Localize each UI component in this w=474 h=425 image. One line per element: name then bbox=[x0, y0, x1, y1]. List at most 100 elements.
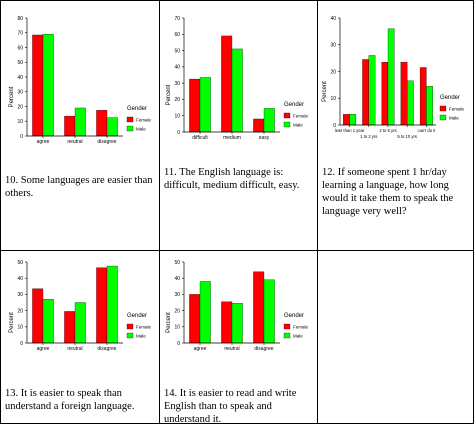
x-tick-label: less than 1 year bbox=[335, 128, 365, 133]
table-border-middle bbox=[0, 250, 474, 251]
y-tick-label: 20 bbox=[17, 308, 23, 314]
bar-male-5-to-10-yrs bbox=[407, 80, 414, 126]
legend-label-female: Female bbox=[136, 325, 152, 330]
y-tick-label: 30 bbox=[17, 292, 23, 298]
y-axis-label: Percent bbox=[166, 84, 172, 105]
y-tick-label: 50 bbox=[174, 260, 180, 266]
legend-label-female: Female bbox=[293, 114, 309, 119]
bar-female-disagree bbox=[96, 267, 108, 344]
legend-label-female: Female bbox=[449, 107, 465, 112]
table-border-col2 bbox=[317, 0, 318, 424]
bar-female-agree bbox=[32, 34, 44, 137]
bar-male-medium bbox=[231, 48, 243, 133]
chart-cell-q10: 0 10 20 30 40 50 60 70 80 Percent agree neutral disa… bbox=[1, 1, 159, 250]
legend-title: Gender bbox=[284, 313, 304, 319]
y-tick-label: 70 bbox=[174, 16, 180, 22]
y-axis-label: Percent bbox=[9, 312, 15, 333]
legend-label-male: Male bbox=[136, 127, 146, 132]
legend-title: Gender bbox=[440, 95, 460, 101]
legend-label-male: Male bbox=[293, 123, 303, 128]
x-tick-label: disagree bbox=[254, 346, 273, 352]
x-tick-label: 1 to 2 yrs bbox=[360, 134, 377, 139]
bar-male-disagree bbox=[263, 279, 275, 344]
y-tick-label: 20 bbox=[174, 308, 180, 314]
legend-swatch-female bbox=[126, 323, 134, 330]
x-tick-label: 5 to 10 yrs bbox=[397, 134, 417, 139]
x-tick-label: easy bbox=[259, 135, 270, 141]
x-tick-label: disagree bbox=[97, 139, 116, 145]
chart-caption-q12: 12. If someone spent 1 hr/day learning a… bbox=[322, 167, 454, 217]
bar-female-can-t-do-it bbox=[419, 67, 427, 126]
y-tick-label: 20 bbox=[174, 97, 180, 103]
x-tick-label: can't do it bbox=[418, 128, 437, 133]
y-tick-label: 50 bbox=[174, 48, 180, 54]
legend-title: Gender bbox=[127, 106, 147, 112]
y-tick-label: 60 bbox=[174, 32, 180, 38]
bar-female-neutral bbox=[221, 301, 233, 344]
legend-label-female: Female bbox=[136, 118, 152, 123]
y-tick-label: 40 bbox=[17, 276, 23, 282]
bar-male-can-t-do-it bbox=[426, 86, 433, 126]
y-tick-label: 70 bbox=[17, 31, 23, 37]
x-tick-label: neutral bbox=[67, 346, 82, 352]
bar-female-5-to-10-yrs bbox=[400, 61, 408, 126]
y-tick-label: 50 bbox=[17, 60, 23, 66]
y-tick-label: 20 bbox=[17, 104, 23, 110]
y-tick-label: 40 bbox=[330, 16, 336, 22]
legend-swatch-male bbox=[439, 114, 447, 121]
table-border-top bbox=[0, 0, 474, 1]
chart-cell-q14: 0 10 20 30 40 50 Percent agree neutral disagree Ge… bbox=[160, 251, 317, 423]
legend-swatch-female bbox=[126, 116, 134, 123]
legend-label-female: Female bbox=[293, 325, 309, 330]
y-tick-label: 30 bbox=[330, 43, 336, 49]
y-tick-label: 0 bbox=[333, 123, 336, 129]
bar-male-disagree bbox=[106, 117, 118, 137]
legend-label-male: Male bbox=[293, 334, 303, 339]
bar-male-neutral bbox=[74, 302, 86, 344]
table-border-bottom bbox=[0, 423, 474, 424]
x-tick-label: medium bbox=[223, 135, 241, 141]
bar-female-disagree bbox=[253, 271, 265, 344]
bar-male-less-than-1-year bbox=[349, 114, 357, 126]
y-tick-label: 50 bbox=[17, 260, 23, 266]
bar-female-less-than-1-year bbox=[343, 114, 350, 126]
bar-male-disagree bbox=[106, 265, 118, 344]
x-tick-label: 2 to 5 yrs bbox=[379, 128, 396, 133]
legend-swatch-male bbox=[283, 121, 291, 128]
chart-cell-q12: 0 10 20 30 40 Percent less than 1 year 1 to 2 y… bbox=[318, 1, 473, 250]
bar-female-disagree bbox=[96, 110, 108, 137]
y-tick-label: 10 bbox=[174, 325, 180, 331]
y-tick-label: 60 bbox=[17, 45, 23, 51]
chart-caption-q11: 11. The English language is: difficult, … bbox=[164, 167, 300, 191]
y-tick-label: 40 bbox=[174, 65, 180, 71]
y-tick-label: 10 bbox=[330, 96, 336, 102]
chart-caption-q14: 14. It is easier to read and write Engli… bbox=[164, 388, 297, 423]
y-tick-label: 30 bbox=[17, 90, 23, 96]
x-tick-label: agree bbox=[194, 346, 207, 352]
y-tick-label: 10 bbox=[17, 325, 23, 331]
empty-cell bbox=[318, 251, 473, 423]
chart-q11: 0 10 20 30 40 50 60 70 Percent difficult medium eas… bbox=[166, 16, 309, 141]
bar-male-1-to-2-yrs bbox=[368, 55, 376, 126]
bar-female-medium bbox=[221, 35, 233, 133]
x-tick-label: agree bbox=[37, 346, 50, 352]
y-axis-label: Percent bbox=[166, 312, 172, 333]
bar-male-agree bbox=[199, 281, 211, 344]
y-tick-label: 0 bbox=[177, 341, 180, 347]
chart-cell-q13: 0 10 20 30 40 50 Percent agree neutral disagree Ge… bbox=[1, 251, 159, 423]
x-tick-label: disagree bbox=[97, 346, 116, 352]
x-tick-label: neutral bbox=[67, 139, 82, 145]
x-tick-label: neutral bbox=[224, 346, 239, 352]
bar-female-2-to-5-yrs bbox=[381, 61, 389, 126]
legend-swatch-female bbox=[439, 105, 447, 112]
bar-male-neutral bbox=[231, 303, 243, 344]
y-tick-label: 0 bbox=[20, 134, 23, 140]
legend-label-male: Male bbox=[136, 334, 146, 339]
chart-q13: 0 10 20 30 40 50 Percent agree neutral disagree Ge… bbox=[9, 260, 152, 352]
bar-female-agree bbox=[32, 288, 44, 344]
chart-caption-q10: 10. Some languages are easier than other… bbox=[5, 175, 153, 199]
x-tick-label: agree bbox=[37, 139, 50, 145]
bar-male-difficult bbox=[199, 77, 211, 133]
legend-swatch-male bbox=[126, 125, 134, 132]
chart-cell-q11: 0 10 20 30 40 50 60 70 Percent difficult medium eas… bbox=[160, 1, 317, 250]
